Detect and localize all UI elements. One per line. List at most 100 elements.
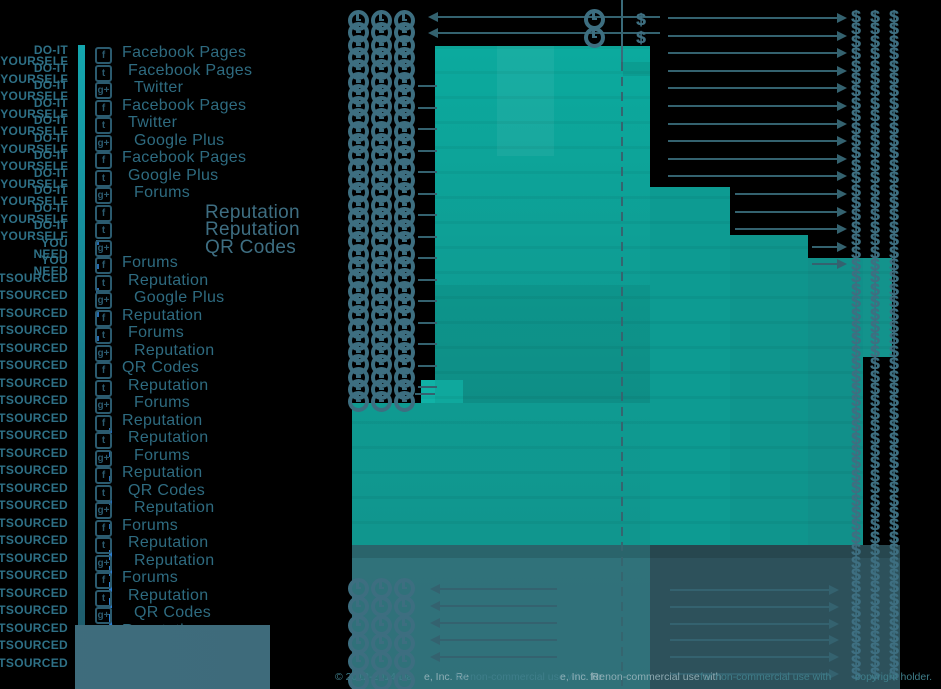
teal-shade-top-right [623,62,650,76]
dollar-icon: $ [870,565,880,584]
clock-icon [394,669,415,689]
social-icon: t [95,117,112,134]
tactic-label: QR Codes [205,236,297,258]
tactic-label: Reputation [128,586,209,604]
section-label: OUTSOURCED [0,410,68,425]
section-label: DO-IT YOURSELF [0,167,68,190]
dollar-icon: $ [870,205,880,225]
social-icon: g+ [95,187,112,204]
dollar-icon: $ [870,465,880,485]
time-arrow-stub [418,214,437,216]
section-label: OUTSOURCED [0,585,68,600]
section-label: OUTSOURCED [0,603,68,617]
dollar-icon: $ [889,118,899,138]
dollar-icon: $ [851,19,861,39]
dollar-icon: $ [851,552,861,572]
tactic-label: Twitter [128,114,178,131]
dollar-icon: $ [889,403,899,423]
tactic-label: Forums [134,184,191,201]
section-label-line2: NEED [33,246,68,261]
dollar-icon: $ [851,441,861,460]
clock-icon [584,27,605,48]
dollar-icon: $ [870,428,880,448]
copyright-text: e, Inc. Re [560,671,605,683]
gray-overlay [352,545,900,689]
dollar-icon: $ [851,416,861,436]
dollar-icon: $ [870,552,880,572]
dollar-icon: $ [889,602,899,622]
section-label: OUTSOURCED [0,445,68,460]
dollar-icon: $ [889,131,899,150]
dollar-icon: $ [851,453,861,473]
dollar-icon: $ [851,44,861,64]
dollar-icon: $ [851,664,861,684]
dollar-icon: $ [889,379,899,398]
money-arrow-shaft [735,228,837,231]
section-label: OUTSOURCED [0,270,68,285]
dollar-icon: $ [889,106,899,126]
section-label: YOU NEED [0,254,68,277]
section-label: DO-IT YOURSELF [0,79,68,102]
dollar-icon: $ [889,589,899,609]
dollar-icon: $ [851,465,861,485]
social-icon: t [95,222,112,239]
dollar-icon: $ [889,341,899,361]
time-arrow-shaft [440,588,557,590]
money-arrow-shaft [812,263,837,266]
dollar-icon: $ [889,168,899,188]
clock-icon [371,669,392,689]
money-arrow-right-icon [837,241,847,252]
section-label: DO-IT YOURSELF [0,44,68,68]
dollar-icon: $ [870,31,880,51]
social-icon: f [95,519,112,537]
social-icon: f [95,572,112,589]
tactic-label: Google Plus [134,131,225,149]
dollar-icon: $ [889,217,899,237]
teal-block-step4 [863,258,892,357]
section-label: OUTSOURCED [0,375,68,390]
dollar-icon: $ [870,416,880,436]
dollar-icon: $ [851,143,861,163]
dollar-icon: $ [851,602,861,622]
time-arrow-stub [418,171,437,173]
time-arrow-left-icon [430,652,440,662]
dollar-icon: $ [870,93,880,113]
money-arrow-shaft [670,605,829,608]
dollar-icon: $ [870,193,880,212]
dollar-icon: $ [851,193,861,212]
dollar-icon: $ [851,230,861,250]
dollar-icon: $ [870,403,880,423]
social-icon: g+ [95,134,112,152]
dollar-icon: $ [851,428,861,448]
time-arrow-left-icon [430,601,440,611]
dollar-icon: $ [851,168,861,188]
dollar-icon: $ [870,478,880,498]
section-label: OUTSOURCED [0,358,68,372]
copyright-text: for non-commercial use with [700,671,832,683]
section-label: YOU NEED [0,237,68,261]
copyright-text: for non-commercial use with [590,671,722,683]
dollar-icon: $ [889,255,899,274]
dollar-icon: $ [889,565,899,584]
section-label-line2: YOURSELF [0,71,68,86]
social-icon: t [95,484,112,502]
money-arrow-shaft [668,69,837,72]
teal-accent-rect [421,380,463,403]
money-arrow-shaft [668,17,837,19]
dollar-icon: $ [870,391,880,411]
dollar-icon: $ [870,131,880,150]
dollar-icon: $ [870,217,880,237]
dollar-icon: $ [889,317,899,336]
money-arrow-shaft [668,122,837,125]
dollar-icon: $ [851,527,861,547]
section-label-line2: YOURSELF [0,54,68,68]
money-arrow-right-icon [829,669,839,679]
dollar-icon: $ [870,69,880,88]
dollar-icon: $ [870,379,880,398]
dollar-icon: $ [870,614,880,634]
dollar-icon: $ [889,354,899,374]
tactic-label: Reputation [134,341,215,359]
tactic-label: Reputation [122,306,203,324]
money-arrow-shaft [735,210,837,213]
dollar-icon: $ [870,81,880,101]
